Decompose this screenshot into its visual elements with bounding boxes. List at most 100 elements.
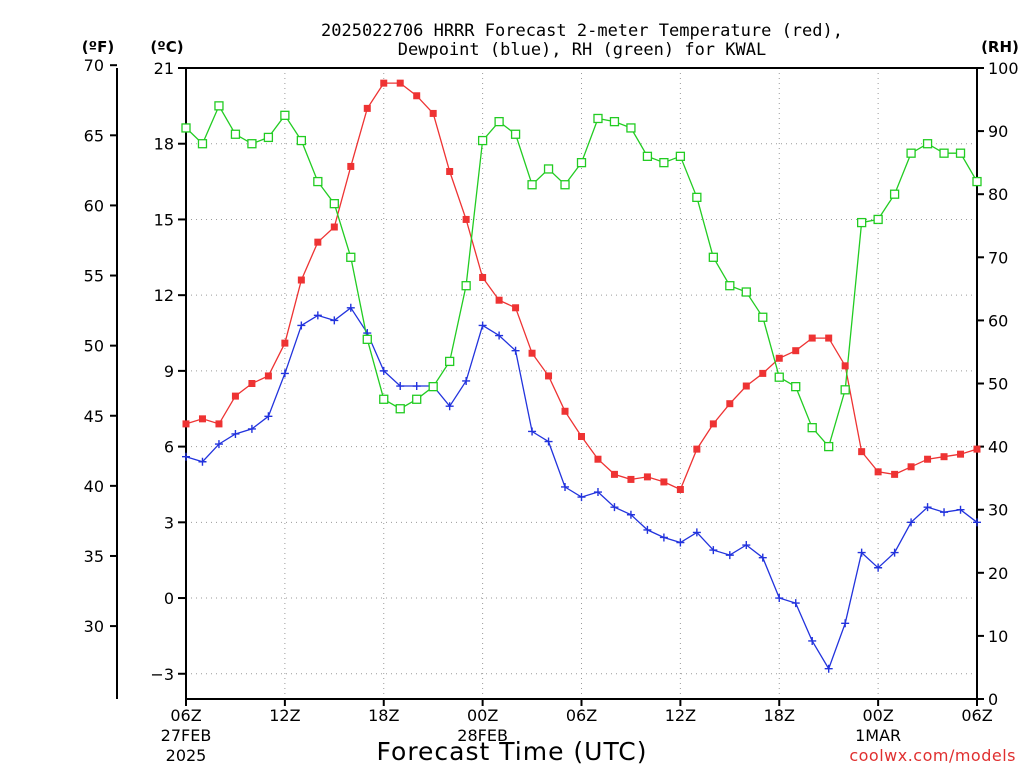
rh-point	[477, 135, 488, 146]
rh-point	[461, 281, 471, 291]
celsius-tick-label: 12	[154, 286, 174, 305]
temperature-point	[545, 372, 553, 380]
celsius-tick-label: −3	[150, 665, 174, 684]
dewpoint-point	[511, 346, 520, 355]
credit-label: coolwx.com/models	[849, 746, 1016, 765]
dewpoint-point	[412, 382, 421, 391]
rh-point	[922, 139, 933, 149]
dewpoint-point	[182, 452, 190, 461]
rh-tick-label: 40	[988, 438, 1008, 457]
fahrenheit-tick-label: 35	[84, 547, 104, 566]
dewpoint-point	[379, 366, 388, 375]
dewpoint-point	[346, 303, 355, 312]
x-tick-label: 12Z	[665, 706, 696, 725]
fahrenheit-tick-label: 55	[84, 267, 104, 286]
rh-tick-label: 0	[988, 690, 998, 709]
rh-point	[181, 123, 191, 133]
rh-point	[510, 129, 521, 139]
fahrenheit-tick-label: 60	[84, 196, 104, 215]
temperature-point	[363, 104, 371, 112]
dewpoint-point	[923, 503, 932, 512]
temperature-point	[396, 79, 404, 87]
dewpoint-point	[445, 402, 454, 411]
rh-point	[791, 382, 801, 392]
temperature-point	[231, 392, 239, 400]
temperature-point	[726, 400, 734, 408]
temperature-point	[264, 372, 272, 380]
temperature-point	[297, 276, 305, 284]
rh-point	[428, 382, 438, 392]
temperature-point	[891, 470, 899, 478]
temperature-point	[973, 445, 981, 453]
x-tick-date-label: 1MAR	[855, 726, 901, 745]
rh-point	[412, 394, 422, 404]
celsius-tick-label: 6	[164, 438, 174, 457]
chart-title-line1: 2025022706 HRRR Forecast 2-meter Tempera…	[321, 21, 843, 41]
dewpoint-point	[198, 457, 207, 466]
x-tick-label: 06Z	[170, 706, 201, 725]
rh-tick-label: 70	[988, 248, 1008, 267]
temperature-point	[775, 354, 783, 362]
axes: 211815129630−370656055504540353010090807…	[84, 56, 1019, 765]
rh-point	[725, 281, 735, 291]
x-tick-label: 06Z	[566, 706, 597, 725]
rh-point	[824, 441, 834, 452]
rh-point	[807, 423, 817, 433]
rh-point	[280, 110, 290, 120]
celsius-tick-label: 0	[164, 589, 174, 608]
rh-point	[379, 394, 389, 404]
rh-point	[313, 176, 323, 187]
rh-tick-label: 10	[988, 627, 1008, 646]
temperature-point	[594, 455, 602, 463]
rh-line	[185, 104, 978, 448]
rh-point	[197, 139, 208, 149]
dewpoint-point	[841, 619, 850, 628]
rh-point	[708, 252, 718, 262]
x-tick-label: 00Z	[862, 706, 893, 725]
rh-point	[774, 372, 784, 382]
dewpoint-point	[330, 316, 339, 325]
rh-point	[560, 180, 570, 190]
fahrenheit-tick-label: 65	[84, 126, 104, 145]
rh-point	[296, 135, 307, 146]
x-tick-year-label: 2025	[166, 746, 207, 765]
dewpoint-point	[297, 321, 306, 330]
temperature-point	[660, 478, 668, 486]
rh-point	[445, 356, 455, 367]
rh-point	[955, 148, 966, 158]
fahrenheit-tick-label: 30	[84, 617, 104, 636]
temperature-point	[759, 369, 767, 377]
rh-point	[247, 139, 257, 149]
x-tick-date-label: 27FEB	[161, 726, 212, 745]
rh-point	[972, 176, 982, 187]
rh-tick-label: 90	[988, 122, 1008, 141]
rh-point	[856, 217, 867, 228]
temperature-point	[495, 296, 503, 304]
grid-lines	[186, 67, 977, 699]
temperature-point	[610, 470, 618, 478]
dewpoint-point	[544, 437, 553, 446]
temperature-point	[561, 407, 569, 415]
x-tick-label: 06Z	[961, 706, 992, 725]
temperature-point	[281, 339, 289, 347]
dewpoint-point	[280, 369, 289, 378]
dewpoint-point	[643, 525, 652, 534]
x-tick-label: 00Z	[467, 706, 498, 725]
rh-point	[840, 385, 850, 395]
rh-point	[741, 287, 751, 297]
rh-point	[230, 129, 241, 139]
dewpoint-point	[676, 538, 685, 547]
dewpoint-point	[528, 427, 537, 436]
series-lines	[185, 82, 978, 671]
dewpoint-point	[610, 503, 619, 512]
temperature-point	[330, 223, 338, 231]
rh-point	[543, 164, 554, 174]
celsius-tick-label: 3	[164, 513, 174, 532]
temperature-point	[792, 347, 800, 355]
dewpoint-point	[956, 505, 965, 514]
temperature-point	[314, 238, 322, 246]
rh-tick-label: 60	[988, 311, 1008, 330]
fahrenheit-unit-label: (ºF)	[82, 38, 114, 56]
temperature-point	[182, 420, 190, 428]
